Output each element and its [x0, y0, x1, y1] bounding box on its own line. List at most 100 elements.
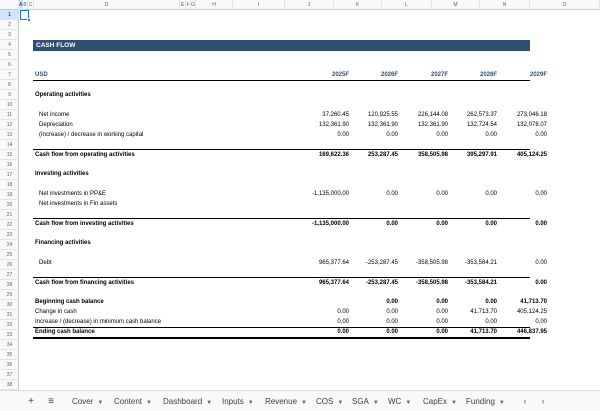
row-header-7[interactable]: 7 — [0, 70, 19, 80]
column-header-n[interactable]: N — [480, 0, 530, 10]
row-header-26[interactable]: 26 — [0, 260, 19, 270]
row-header-24[interactable]: 24 — [0, 240, 19, 250]
row-header-14[interactable]: 14 — [0, 140, 19, 150]
tab-capex[interactable]: CapEx ▼ — [423, 394, 457, 409]
row-header-12[interactable]: 12 — [0, 120, 19, 130]
row-header-37[interactable]: 37 — [0, 370, 19, 380]
working-capital-row: (Increase) / decrease in working capital… — [33, 130, 547, 140]
caret-down-icon[interactable]: ▼ — [247, 400, 254, 406]
row-header-33[interactable]: 33 — [0, 330, 19, 340]
row-header-2[interactable]: 2 — [0, 20, 19, 30]
column-header-h[interactable]: H — [196, 0, 233, 10]
column-header-i[interactable]: I — [233, 0, 285, 10]
sheet-grid[interactable]: CASH FLOW USD 2025F 2026F 2027F 2028F 20… — [19, 10, 600, 390]
fill-handle[interactable] — [27, 18, 31, 22]
cell-value: 358,505.98 — [417, 152, 448, 158]
row-header-4[interactable]: 4 — [0, 40, 19, 50]
cell-value: 965,377.64 — [318, 280, 349, 286]
cell-value: 132,078.07 — [516, 122, 547, 128]
tab-wc[interactable]: WC ▼ — [388, 394, 411, 409]
row-header-5[interactable]: 5 — [0, 50, 19, 60]
tab-dashboard[interactable]: Dashboard ▼ — [163, 394, 212, 409]
tab-cos[interactable]: COS ▼ — [316, 394, 343, 409]
row-label: Change in cash — [35, 309, 77, 315]
cell-value: 0.00 — [386, 221, 398, 227]
caret-down-icon[interactable]: ▼ — [301, 400, 307, 406]
row-header-13[interactable]: 13 — [0, 130, 19, 140]
cell-value: 226,144.08 — [417, 112, 448, 118]
all-sheets-menu-button[interactable]: ≡ — [48, 396, 54, 407]
caret-down-icon[interactable]: ▼ — [146, 400, 152, 406]
caret-down-icon[interactable]: ▼ — [206, 400, 213, 406]
row-header-9[interactable]: 9 — [0, 90, 19, 100]
column-header-j[interactable]: J — [285, 0, 334, 10]
cell-value: 0.00 — [386, 309, 398, 315]
scroll-tabs-left-icon[interactable]: ‹ — [523, 396, 527, 406]
tab-sga[interactable]: SGA ▼ — [352, 394, 379, 409]
tab-content[interactable]: Content ▼ — [114, 394, 152, 409]
tab-cover[interactable]: Cover ▼ — [72, 394, 103, 409]
caret-down-icon[interactable]: ▼ — [498, 400, 505, 406]
column-header-k[interactable]: K — [334, 0, 382, 10]
caret-down-icon[interactable]: ▼ — [97, 400, 104, 406]
row-header-16[interactable]: 16 — [0, 160, 19, 170]
ppe-row: Net investments in PP&E -1,135,000.00 0.… — [33, 189, 547, 199]
cell-value: 0.00 — [436, 319, 448, 325]
row-header-38[interactable]: 38 — [0, 380, 19, 390]
column-header-g[interactable]: G — [191, 0, 196, 10]
row-header-31[interactable]: 31 — [0, 310, 19, 320]
scroll-tabs-right-icon[interactable]: › — [541, 396, 545, 406]
row-header-23[interactable]: 23 — [0, 230, 19, 240]
row-header-17[interactable]: 17 — [0, 170, 19, 180]
row-header-34[interactable]: 34 — [0, 340, 19, 350]
row-header-27[interactable]: 27 — [0, 270, 19, 280]
column-header-a[interactable]: A — [19, 0, 23, 10]
row-header-30[interactable]: 30 — [0, 300, 19, 310]
column-header-d[interactable]: D — [34, 0, 180, 10]
column-header-l[interactable]: L — [382, 0, 432, 10]
row-header-3[interactable]: 3 — [0, 30, 19, 40]
caret-down-icon[interactable]: ▼ — [451, 400, 457, 406]
column-header-b[interactable]: B — [23, 0, 28, 10]
select-all-corner[interactable] — [0, 0, 19, 10]
cell-value: -253,287.45 — [365, 280, 398, 286]
caret-down-icon[interactable]: ▼ — [405, 400, 412, 406]
tab-funding[interactable]: Funding ▼ — [466, 394, 505, 409]
row-header-11[interactable]: 11 — [0, 110, 19, 120]
row-header-19[interactable]: 19 — [0, 190, 19, 200]
row-header-35[interactable]: 35 — [0, 350, 19, 360]
add-sheet-button[interactable]: + — [28, 396, 34, 407]
tab-inputs[interactable]: Inputs ▼ — [222, 394, 254, 409]
row-header-6[interactable]: 6 — [0, 60, 19, 70]
selected-cell[interactable] — [20, 10, 29, 20]
tab-label: Dashboard — [163, 397, 203, 406]
column-header-c[interactable]: C — [28, 0, 34, 10]
row-header-20[interactable]: 20 — [0, 200, 19, 210]
cell-value: 405,124.25 — [516, 309, 547, 315]
row-header-22[interactable]: 22 — [0, 220, 19, 230]
row-header-36[interactable]: 36 — [0, 360, 19, 370]
row-header-10[interactable]: 10 — [0, 100, 19, 110]
caret-down-icon[interactable]: ▼ — [337, 400, 344, 406]
tab-revenue[interactable]: Revenue ▼ — [265, 394, 307, 409]
column-header-m[interactable]: M — [432, 0, 480, 10]
row-header-18[interactable]: 18 — [0, 180, 19, 190]
row-header-28[interactable]: 28 — [0, 280, 19, 290]
cell-value: 0.00 — [535, 260, 547, 266]
cell-value: 0.00 — [436, 132, 448, 138]
row-header-8[interactable]: 8 — [0, 80, 19, 90]
column-header-f[interactable]: F — [186, 0, 191, 10]
row-header-1[interactable]: 1 — [0, 10, 19, 20]
tab-scroll-controls: ‹ › — [516, 394, 552, 409]
column-header-o[interactable]: O — [530, 0, 600, 10]
caret-down-icon[interactable]: ▼ — [372, 400, 379, 406]
row-header-32[interactable]: 32 — [0, 320, 19, 330]
year-2028: 2028F — [479, 72, 497, 78]
tab-label: Funding — [466, 397, 495, 406]
row-header-15[interactable]: 15 — [0, 150, 19, 160]
cell-value: -1,135,000.00 — [311, 191, 349, 197]
row-header-25[interactable]: 25 — [0, 250, 19, 260]
row-header-21[interactable]: 21 — [0, 210, 19, 220]
column-header-e[interactable]: E — [180, 0, 186, 10]
row-header-29[interactable]: 29 — [0, 290, 19, 300]
